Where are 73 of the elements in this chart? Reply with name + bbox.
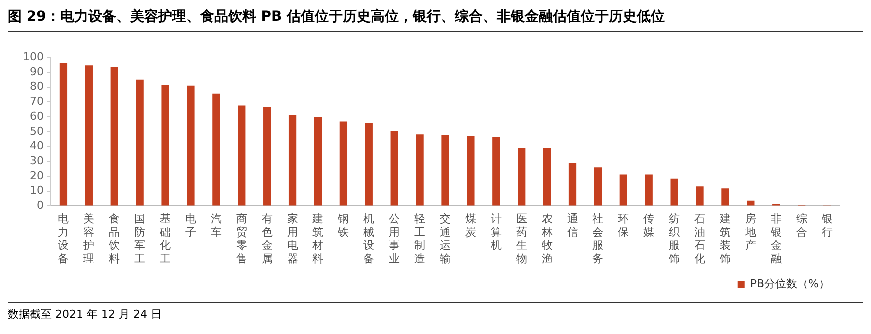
bar xyxy=(212,94,220,206)
x-tick-label: 汽车 xyxy=(210,212,222,239)
y-tick-label: 70 xyxy=(30,95,44,108)
y-tick-label: 0 xyxy=(36,199,44,212)
x-tick-label: 通信 xyxy=(567,212,578,239)
text: 数据截至 2021 年 12 月 24 日 xyxy=(8,302,863,322)
bar xyxy=(60,62,68,206)
bar xyxy=(467,136,475,206)
bar xyxy=(85,66,93,206)
x-tick-label: 纺织服饰 xyxy=(668,212,680,266)
bar xyxy=(722,188,730,206)
bar xyxy=(288,115,297,206)
x-tick-label: 医药生物 xyxy=(516,212,528,266)
x-tick-label: 农林牧渔 xyxy=(540,212,553,266)
x-tick-label: 钢铁 xyxy=(337,212,350,239)
y-tick-label: 80 xyxy=(30,80,44,94)
bar xyxy=(416,134,424,206)
x-tick-label: 电力设备 xyxy=(58,212,70,266)
x-tick-label: 煤炭 xyxy=(465,212,476,239)
bar xyxy=(620,174,628,206)
y-tick-label: 10 xyxy=(30,184,44,198)
y-tick-label: 20 xyxy=(30,169,44,182)
y-tick-label: 30 xyxy=(30,154,44,168)
x-tick-label: 食品饮料 xyxy=(108,212,120,266)
x-tick-label: 计算机 xyxy=(490,212,502,252)
bar xyxy=(442,135,450,206)
y-tick-label: 50 xyxy=(30,124,44,138)
bar xyxy=(492,138,500,206)
x-tick-label: 公用事业 xyxy=(389,212,400,266)
y-tick-label: 60 xyxy=(30,110,44,123)
bar xyxy=(645,174,653,206)
y-tick-label: 40 xyxy=(30,140,44,153)
bar xyxy=(670,178,678,206)
x-tick-label: 美容护理 xyxy=(82,212,95,266)
bar xyxy=(340,122,348,206)
bar xyxy=(136,80,144,206)
x-tick-label: 建筑装饰 xyxy=(718,212,731,266)
x-tick-label: 基础化工 xyxy=(159,212,172,266)
bar xyxy=(568,163,577,206)
bar xyxy=(110,67,118,206)
x-tick-label: 非银金融 xyxy=(770,212,782,266)
x-tick-label: 社会服务 xyxy=(592,212,604,266)
bar xyxy=(238,106,246,206)
x-tick-label: 传媒 xyxy=(644,212,655,239)
x-tick-label: 机械设备 xyxy=(364,212,375,266)
x-tick-label: 交通运输 xyxy=(440,212,451,266)
bar xyxy=(365,123,373,206)
bar xyxy=(187,86,195,206)
x-tick-label: 轻工制造 xyxy=(414,212,426,266)
bar xyxy=(162,84,170,206)
bar xyxy=(264,108,272,206)
x-tick-label: 电子 xyxy=(185,212,196,239)
bar xyxy=(696,186,704,206)
x-tick-label: 国防军工 xyxy=(134,212,146,266)
x-tick-label: 环保 xyxy=(618,212,630,239)
x-tick-label: 石油石化 xyxy=(694,212,706,266)
x-tick-label: 综合 xyxy=(796,212,808,239)
x-tick-label: 银行 xyxy=(820,212,833,239)
bar xyxy=(543,148,552,206)
bar xyxy=(747,200,755,206)
chart-title: 图 29：电力设备、美容护理、食品饮料 PB 估值位于历史高位，银行、综合、非银金融估值位于历史低位 xyxy=(8,8,863,32)
x-tick-label: 商贸零售 xyxy=(236,212,248,266)
x-tick-label: 有色金属 xyxy=(262,212,273,266)
y-tick-label: 90 xyxy=(30,65,44,78)
bar xyxy=(518,148,526,206)
y-tick-label: 100 xyxy=(22,50,44,64)
bar xyxy=(314,117,322,206)
bar xyxy=(594,168,602,206)
legend-label: PB分位数（%） xyxy=(750,277,830,290)
bar xyxy=(390,131,398,206)
x-tick-label: 房地产 xyxy=(744,212,756,252)
x-tick-label: 家用电器 xyxy=(287,212,298,266)
x-tick-label: 建筑材料 xyxy=(312,212,324,266)
